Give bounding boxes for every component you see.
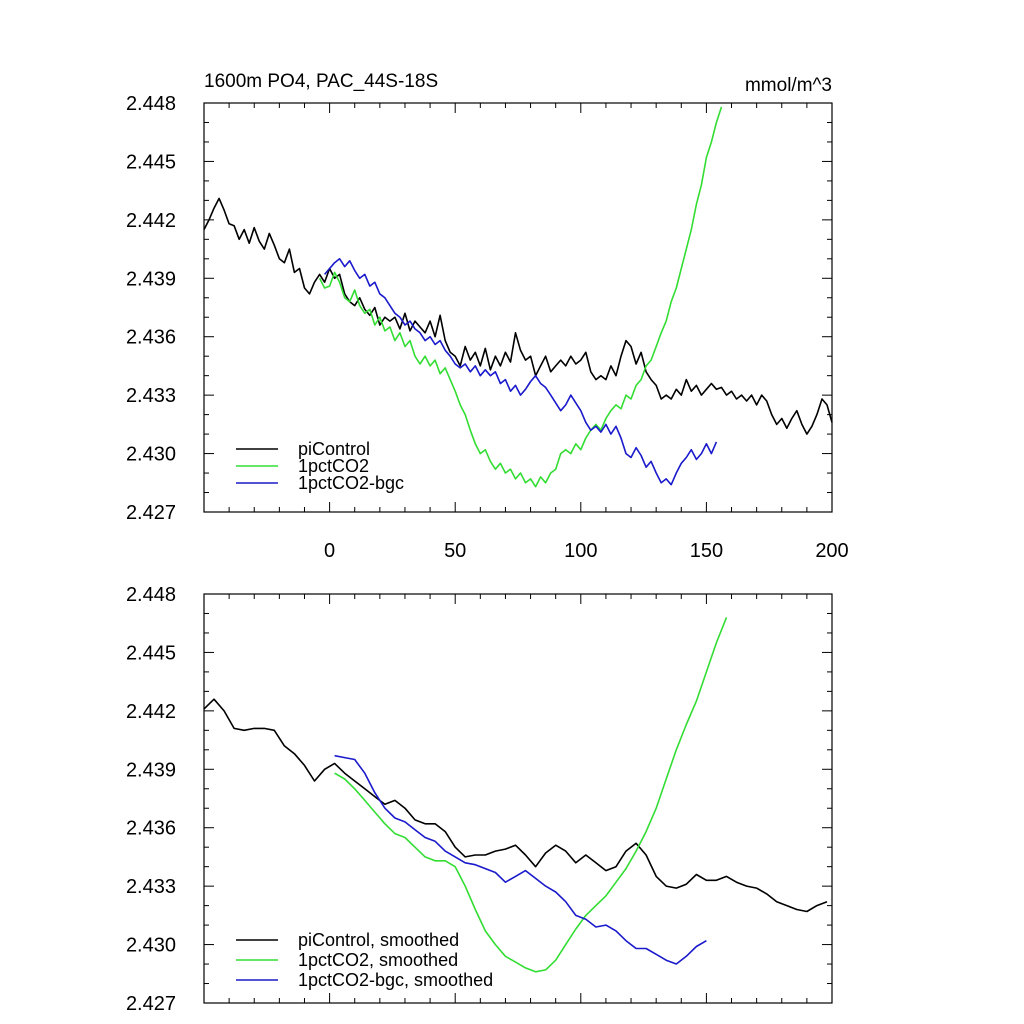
y-tick-label: 2.448 — [126, 584, 176, 606]
series-line-1 — [334, 617, 728, 973]
top-x-tick-labels: 0 50 100 150 200 — [324, 540, 849, 562]
series-line-0 — [203, 698, 828, 913]
bottom-plot-frame — [203, 593, 833, 1004]
y-tick-label: 2.430 — [126, 935, 176, 957]
legend-label: piControl — [298, 439, 370, 459]
y-tick-label: 2.427 — [126, 502, 176, 524]
y-tick-label: 2.448 — [126, 93, 176, 115]
y-tick-label: 2.433 — [126, 876, 176, 898]
legend-label: 1pctCO2, smoothed — [298, 950, 458, 970]
series-line-2 — [323, 258, 718, 486]
y-tick-label: 2.445 — [126, 642, 176, 664]
legend-label: piControl, smoothed — [298, 930, 459, 950]
y-tick-label: 2.439 — [126, 759, 176, 781]
bottom-panel: 2.427 2.430 2.433 2.436 2.439 2.442 2.445 2.448… — [126, 584, 833, 1015]
x-tick-label: 100 — [564, 540, 597, 562]
y-tick-label: 2.436 — [126, 327, 176, 349]
top-plot-frame — [203, 102, 833, 513]
series-line-2 — [334, 754, 707, 965]
top-panel: 1600m PO4, PAC_44S-18S mmol/m^3 2.4272.4… — [126, 71, 849, 562]
y-tick-label: 2.445 — [126, 151, 176, 173]
y-tick-label: 2.430 — [126, 444, 176, 466]
y-tick-label: 2.436 — [126, 818, 176, 840]
top-series — [203, 106, 833, 488]
x-tick-label: 200 — [815, 540, 848, 562]
x-tick-label: 50 — [444, 540, 466, 562]
legend-label: 1pctCO2-bgc, smoothed — [298, 970, 493, 990]
y-tick-label: 2.427 — [126, 993, 176, 1015]
y-tick-label: 2.442 — [126, 701, 176, 723]
x-tick-label: 0 — [324, 540, 335, 562]
legend-label: 1pctCO2 — [298, 456, 369, 476]
series-line-1 — [318, 106, 723, 488]
bottom-y-tick-labels: 2.427 2.430 2.433 2.436 2.439 2.442 2.445 2.448 — [126, 584, 176, 1015]
bottom-series — [203, 617, 828, 973]
x-tick-label: 150 — [690, 540, 723, 562]
series-line-0 — [203, 197, 833, 435]
y-tick-label: 2.442 — [126, 210, 176, 232]
top-y-tick-labels: 2.427 2.430 2.433 2.436 2.439 2.442 2.445 2.448 — [126, 93, 176, 524]
legend-label: 1pctCO2-bgc — [298, 473, 404, 493]
y-tick-label: 2.433 — [126, 385, 176, 407]
units-label: mmol/m^3 — [745, 75, 832, 96]
y-tick-label: 2.439 — [126, 268, 176, 290]
chart-title: 1600m PO4, PAC_44S-18S — [204, 71, 438, 92]
